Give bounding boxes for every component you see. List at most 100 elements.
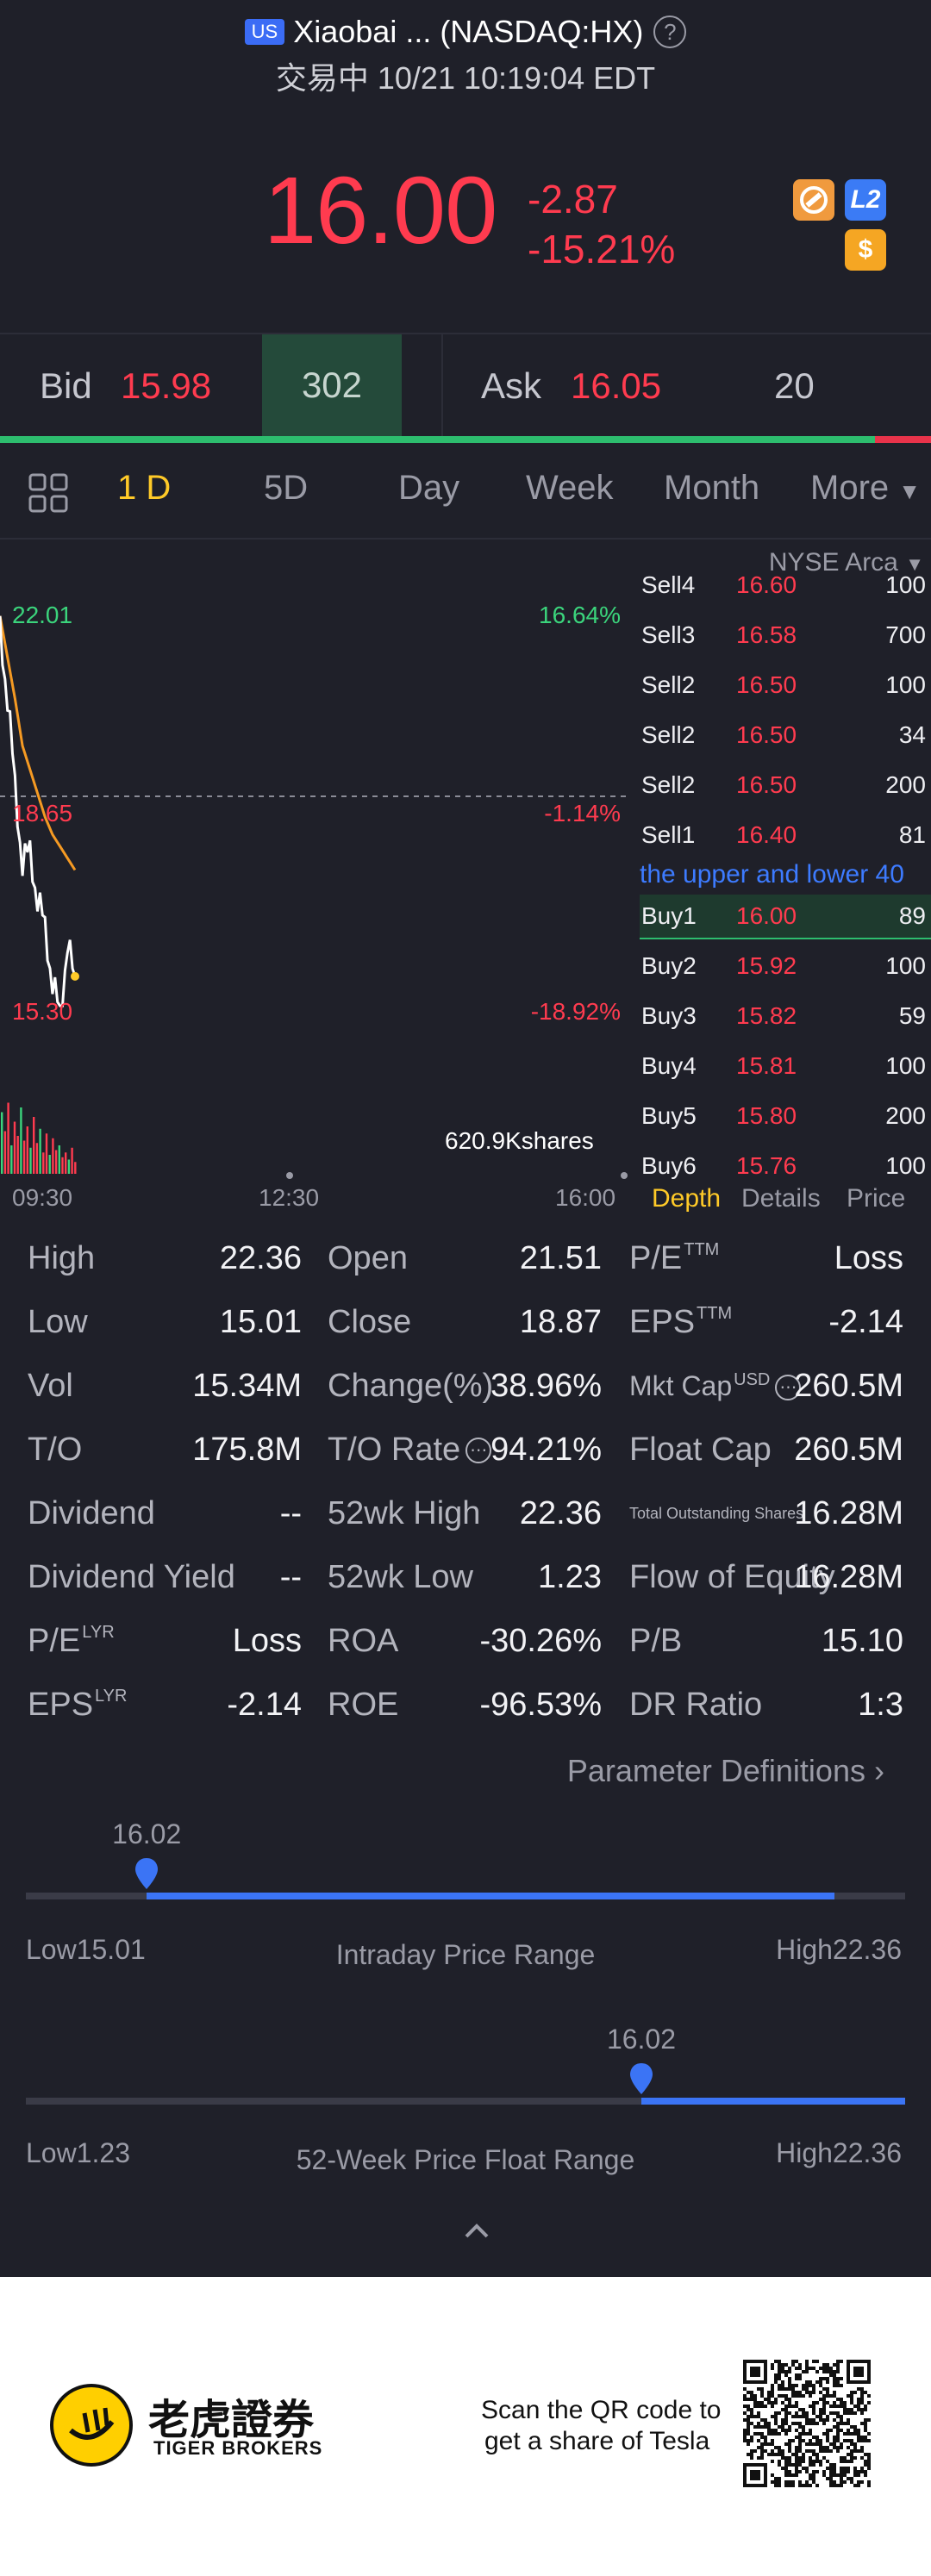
order-size: 100 [885, 671, 926, 698]
ask-ratio-fill [875, 436, 931, 443]
stat-52wk-high: 52wk High 22.36 [328, 1488, 602, 1539]
tab-week[interactable]: Week [526, 469, 614, 507]
stat-52wk-low: 52wk Low 1.23 [328, 1551, 602, 1603]
market-badge: US [244, 19, 285, 45]
order-price: 16.50 [736, 771, 797, 798]
layout-grid-icon[interactable] [28, 472, 69, 514]
bid-ask-bar: Bid 15.98 302 Ask 16.05 20 [0, 333, 931, 436]
order-size: 100 [885, 571, 926, 598]
stat-value: 21.51 [519, 1239, 602, 1276]
order-price: 15.80 [736, 1102, 797, 1129]
stat-roa: ROA -30.26% [328, 1615, 602, 1667]
venue-selector[interactable]: NYSE Arca ▼ [769, 548, 924, 577]
stat-value: 260.5M [794, 1431, 903, 1468]
stat-label-text: P/E [629, 1239, 683, 1276]
no-ad-icon[interactable] [793, 179, 834, 221]
level2-icon[interactable]: L2 [845, 179, 886, 221]
stat-label-text: Dividend [28, 1494, 155, 1531]
chevron-right-icon: › [874, 1753, 884, 1788]
order-side: Sell4 [641, 571, 696, 598]
stat-label-text: High [28, 1239, 96, 1276]
tab-1d[interactable]: 1 D [117, 469, 172, 507]
order-size: 34 [898, 721, 926, 748]
stat-value: 15.01 [219, 1303, 302, 1340]
buy-order-row: Buy1 16.00 89 [640, 895, 931, 939]
sell-order-row: Sell2 16.50 200 [640, 764, 931, 807]
x-tick-start: 09:30 [12, 1184, 73, 1211]
stat-vol: Vol 15.34M [28, 1360, 302, 1412]
intraday-chart[interactable]: 22.01 16.64% 18.65 -1.14% 15.30 -18.92% … [0, 540, 638, 1212]
tab-month[interactable]: Month [664, 469, 760, 507]
order-size: 200 [885, 771, 926, 798]
stat-label: Dividend Yield [28, 1559, 235, 1596]
stat-label-text: EPS [629, 1303, 696, 1340]
brand-name-en: TIGER BROKERS [153, 2437, 323, 2459]
stat-label: P/E LYR [28, 1623, 115, 1660]
stat-value: 38.96% [490, 1367, 602, 1404]
help-icon[interactable]: ? [653, 16, 687, 48]
chart-low-label: 15.30 [12, 998, 73, 1025]
stat-p-e: P/E LYR Loss [28, 1615, 302, 1667]
more-info-icon[interactable]: ⋯ [466, 1438, 492, 1464]
stat-label: Low [28, 1304, 88, 1341]
order-price: 15.81 [736, 1052, 797, 1079]
tab-more-label: More [810, 469, 890, 507]
tab-5d[interactable]: 5D [264, 469, 309, 507]
order-side: Sell1 [641, 821, 696, 848]
stat-label: High [28, 1240, 95, 1277]
tab-price[interactable]: Price [847, 1184, 906, 1213]
stat-label: Open [328, 1240, 408, 1277]
stat-label-text: T/O [28, 1431, 83, 1468]
stat-value: 16.28M [794, 1558, 903, 1595]
stat-label-text: P/E [28, 1622, 81, 1659]
stat-dividend: Dividend -- [28, 1488, 302, 1539]
more-info-icon[interactable]: ⋯ [775, 1375, 802, 1401]
stat-value: Loss [834, 1239, 903, 1276]
volume-bar [52, 1138, 54, 1174]
stat-label: P/B [629, 1623, 682, 1660]
week52-low-label: Low1.23 [26, 2137, 130, 2168]
buy-order-row: Buy3 15.82 59 [640, 995, 931, 1038]
stat-float-cap: Float Cap 260.5M [629, 1424, 903, 1475]
qr-code-icon[interactable] [743, 2360, 871, 2487]
stat-total-outstanding-shares: Total Outstanding Shares 16.28M [629, 1488, 903, 1539]
stat-p-e: P/E TTM Loss [629, 1232, 903, 1284]
intraday-range-title: Intraday Price Range [335, 1939, 596, 1970]
volume-bar [35, 1143, 39, 1174]
stat-label-text: 52wk Low [328, 1558, 473, 1595]
volume-bar [58, 1145, 60, 1174]
volume-bar [48, 1155, 51, 1174]
tab-depth[interactable]: Depth [652, 1184, 722, 1213]
stat-label: Flow of Equity [629, 1559, 835, 1596]
tab-details[interactable]: Details [741, 1184, 821, 1213]
chevron-down-icon: ▼ [905, 553, 924, 575]
week52-range-title: 52-Week Price Float Range [296, 2144, 635, 2175]
location-pin-icon [629, 2063, 653, 2094]
order-size: 700 [885, 621, 926, 648]
stock-title[interactable]: Xiaobai ... (NASDAQ:HX) [293, 14, 644, 49]
stat-label-text: Vol [28, 1367, 73, 1404]
order-side: Buy3 [641, 1002, 697, 1029]
orderbook-notice: the upper and lower 40 [640, 860, 904, 889]
stat-label-text: ROA [328, 1622, 399, 1659]
tab-more[interactable]: More ▼ [810, 469, 921, 508]
stat-value: -2.14 [227, 1686, 302, 1723]
volume-bar [61, 1157, 64, 1174]
dollar-icon[interactable]: $ [845, 229, 886, 271]
stat-high: High 22.36 [28, 1232, 302, 1284]
stat-label-suffix: TTM [684, 1239, 720, 1259]
stat-label-text: Float Cap [629, 1431, 772, 1468]
stat-t-o-rate: T/O Rate ⋯ 94.21% [328, 1424, 602, 1475]
week52-range-fill [640, 2098, 905, 2105]
parameter-definitions-link[interactable]: Parameter Definitions › [567, 1753, 884, 1789]
tab-day[interactable]: Day [398, 469, 460, 507]
volume-bar [3, 1131, 7, 1174]
intraday-range-fill [147, 1893, 835, 1899]
order-side: Buy1 [641, 902, 697, 929]
chevron-up-icon[interactable] [464, 2222, 490, 2239]
stat-value: Loss [232, 1622, 302, 1659]
price-change-percent: -15.21% [528, 227, 676, 271]
stat-change-: Change(%) 38.96% [328, 1360, 602, 1412]
order-size: 100 [885, 1152, 926, 1179]
stat-value: 175.8M [192, 1431, 302, 1468]
